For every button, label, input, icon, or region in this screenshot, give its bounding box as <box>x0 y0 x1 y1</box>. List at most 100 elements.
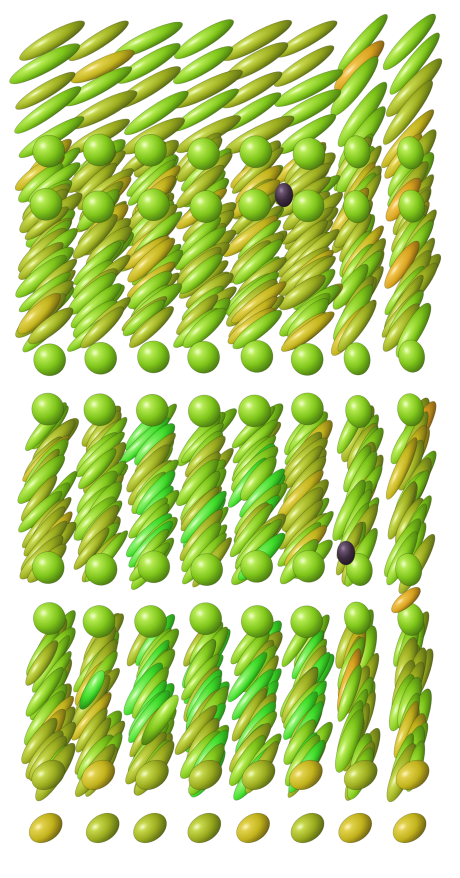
sphere-row-4-4 <box>238 394 271 428</box>
sphere-row-1-1 <box>82 133 116 167</box>
bottom-row-1-2 <box>133 812 167 844</box>
ellipsoid-glyph-257 <box>232 309 283 350</box>
sphere-row-5-2 <box>137 550 171 584</box>
ellipsoid-glyph-517 <box>337 664 362 722</box>
ellipsoid-glyph-253 <box>129 306 174 348</box>
sphere-row-4-2 <box>136 393 169 427</box>
ellipsoid-glyph-259 <box>281 311 335 352</box>
sphere-row-5-1 <box>84 552 118 586</box>
glyph-layer <box>9 13 443 844</box>
sphere-row-3-4 <box>240 340 274 373</box>
sphere-row-4-5 <box>291 392 324 426</box>
bottom-row-1-1 <box>85 812 120 844</box>
bottom-row-1-6 <box>338 812 373 844</box>
bottom-row-1-5 <box>290 812 325 844</box>
sphere-row-4-6 <box>345 394 373 429</box>
ellipsoid-glyph-26 <box>124 90 189 136</box>
dark-glyph-upper <box>274 182 294 208</box>
amber-glyph-right <box>391 586 421 614</box>
sphere-row-2-2 <box>137 188 170 221</box>
sphere-row-1-4 <box>239 135 273 169</box>
sphere-row-5-5 <box>292 549 326 583</box>
sphere-row-1-6 <box>343 135 371 169</box>
bottom-row-0-5 <box>289 759 323 791</box>
sphere-row-1-2 <box>134 134 167 167</box>
ellipsoid-glyph-15 <box>389 32 440 95</box>
ellipsoid-glyph-0 <box>19 20 85 61</box>
ellipsoid-glyph-191 <box>178 253 223 294</box>
ellipsoid-glyph-8 <box>9 43 81 85</box>
sphere-row-3-7 <box>398 339 426 373</box>
sphere-row-4-7 <box>397 393 425 427</box>
sphere-row-5-6 <box>345 552 373 587</box>
ellipsoid-glyph-7 <box>382 13 436 71</box>
ellipsoid-glyph-496 <box>227 652 268 703</box>
sphere-row-1-3 <box>187 137 220 171</box>
ellipsoid-glyph-473 <box>25 640 59 686</box>
bottom-row-0-0 <box>31 759 66 791</box>
sphere-row-6-5 <box>290 605 324 639</box>
bottom-row-1-7 <box>392 812 427 844</box>
ellipsoid-glyph-261 <box>337 299 377 352</box>
ellipsoid-glyph-11 <box>173 46 234 85</box>
sphere-row-5-7 <box>395 553 423 587</box>
bottom-row-1-0 <box>28 812 63 844</box>
ellipsoid-glyph-21 <box>274 69 344 107</box>
sphere-row-6-2 <box>134 605 167 638</box>
sphere-row-2-3 <box>189 190 223 223</box>
sphere-row-3-2 <box>137 340 170 374</box>
sphere-row-2-5 <box>291 189 325 223</box>
sphere-row-3-5 <box>290 343 324 376</box>
ellipsoid-glyph-315 <box>78 448 117 490</box>
sphere-row-5-0 <box>31 551 65 584</box>
sphere-row-2-1 <box>81 190 115 224</box>
ellipsoid-glyph-255 <box>182 307 227 349</box>
sphere-row-2-7 <box>398 189 426 223</box>
ellipsoid-glyph-211 <box>279 274 326 311</box>
sphere-row-3-3 <box>187 340 220 374</box>
ellipsoid-glyph-249 <box>28 307 74 345</box>
sphere-row-1-0 <box>32 134 66 168</box>
sphere-row-6-6 <box>344 601 371 635</box>
bottom-row-0-4 <box>241 759 276 791</box>
sphere-row-6-0 <box>33 602 66 635</box>
sphere-row-3-1 <box>84 341 117 375</box>
ellipsoid-glyph-13 <box>273 45 335 87</box>
ellipsoid-glyph-31 <box>382 80 434 145</box>
dark-glyph-lower <box>336 540 356 566</box>
green-glyph-left <box>79 670 105 710</box>
sphere-row-3-0 <box>33 343 67 377</box>
ellipsoid-glyph-505 <box>25 666 64 717</box>
pale-glyph-left <box>141 694 179 746</box>
bottom-row-0-6 <box>343 759 378 791</box>
ellipsoid-glyph-411 <box>73 527 110 570</box>
bottom-row-0-7 <box>395 759 430 791</box>
sphere-row-6-4 <box>240 605 274 638</box>
sphere-row-6-1 <box>82 605 116 638</box>
bottom-row-1-3 <box>187 812 222 844</box>
sphere-row-4-3 <box>188 394 221 428</box>
bottom-row-0-1 <box>81 759 116 791</box>
bottom-row-0-2 <box>135 759 169 791</box>
sphere-row-2-6 <box>343 190 371 224</box>
sphere-row-2-4 <box>238 188 271 222</box>
sphere-row-3-6 <box>343 342 371 376</box>
sphere-row-1-7 <box>396 136 424 170</box>
sphere-row-5-4 <box>240 550 274 583</box>
ellipsoid-glyph-1 <box>68 20 129 62</box>
ellipsoid-glyph-139 <box>72 214 118 259</box>
sphere-row-2-0 <box>29 188 63 221</box>
ellipsoid-glyph-3 <box>174 19 234 60</box>
bottom-row-1-4 <box>236 812 270 844</box>
sphere-row-4-1 <box>83 393 117 427</box>
ellipsoid-glyph-16 <box>15 71 76 110</box>
ellipsoid-glyph-327 <box>385 437 418 500</box>
sphere-row-6-3 <box>189 602 222 636</box>
sphere-row-1-5 <box>292 137 326 170</box>
bottom-row-0-3 <box>188 759 223 791</box>
sphere-row-4-0 <box>31 392 65 426</box>
ellipsoid-glyph-24 <box>14 86 82 134</box>
sphere-row-5-3 <box>190 553 223 586</box>
